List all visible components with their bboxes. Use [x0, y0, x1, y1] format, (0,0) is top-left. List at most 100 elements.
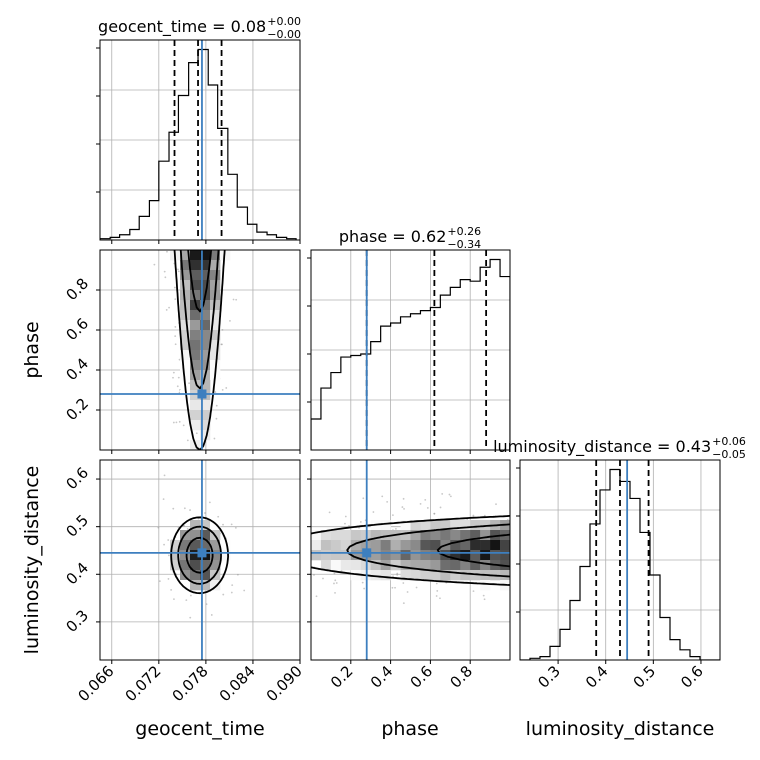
pair-panel-phase-luminosity_distance	[311, 460, 510, 660]
density-cell	[190, 400, 201, 411]
density-cell	[190, 320, 201, 331]
scatter-point	[215, 417, 218, 420]
title-sup-geocent_time: +0.00	[267, 15, 301, 28]
density-cell	[440, 520, 451, 531]
density-cell	[180, 390, 191, 401]
hist-frame-phase	[310, 249, 511, 451]
scatter-point	[361, 581, 364, 584]
density-cell	[190, 580, 201, 591]
density-cell	[480, 560, 491, 571]
density-cell	[490, 550, 501, 561]
scatter-point	[210, 614, 213, 616]
density-cell	[370, 560, 381, 571]
density-cell	[430, 520, 441, 531]
density-cell	[210, 250, 221, 261]
scatter-point	[186, 527, 189, 530]
density-cell	[190, 350, 201, 361]
density-cell	[190, 330, 201, 341]
scatter-point	[334, 579, 337, 582]
scatter-point	[153, 263, 156, 266]
title-sup-phase: +0.26	[447, 225, 481, 238]
title-main-geocent_time: geocent_time = 0.08	[98, 17, 266, 37]
hist-panel-geocent_time	[100, 40, 300, 240]
scatter-point	[396, 573, 399, 576]
scatter-point	[230, 591, 233, 594]
scatter-point	[426, 507, 429, 509]
density-cell	[190, 260, 201, 271]
density-cell	[350, 530, 362, 541]
density-cell	[190, 570, 201, 581]
density-cell	[170, 540, 181, 551]
density-cell	[180, 250, 191, 261]
scatter-point	[391, 586, 394, 589]
density-cell	[400, 540, 411, 551]
contour-1-0	[170, 516, 229, 595]
scatter-point	[162, 498, 165, 501]
density-cell	[190, 560, 201, 571]
title-geocent_time: geocent_time = 0.08 +0.00−0.00	[98, 15, 301, 41]
density-cell	[340, 530, 352, 541]
density-cell	[420, 540, 431, 551]
scatter-point	[177, 376, 180, 379]
xtick-label-geocent_time-3: 0.084	[216, 662, 259, 705]
density-cell	[330, 540, 342, 551]
xtick-label-phase-0: 0.2	[327, 662, 357, 692]
density-cell	[430, 530, 441, 541]
density-cell	[410, 550, 421, 561]
scatter-point	[173, 598, 175, 601]
density-cell	[420, 530, 431, 541]
xtick-label-phase-1: 0.4	[367, 662, 397, 692]
density-cell	[180, 330, 191, 341]
scatter-point	[372, 511, 375, 513]
contour-1-2	[185, 536, 214, 574]
scatter-point	[174, 343, 177, 346]
contour-0-0	[173, 250, 226, 450]
ytick-label-phase-2: 0.6	[62, 314, 92, 344]
scatter-point	[344, 515, 347, 518]
pair-frame-0	[99, 249, 301, 451]
scatter-point	[178, 391, 181, 394]
ytick-label-luminosity_distance-3: 0.6	[62, 464, 92, 494]
scatter-point	[163, 543, 165, 546]
hist-step-geocent_time	[100, 48, 297, 240]
density-cell	[200, 580, 211, 591]
density-cell	[180, 360, 191, 371]
density-cell	[210, 270, 221, 281]
scatter-point	[394, 586, 396, 589]
density-cell	[350, 560, 362, 571]
density-cell	[200, 570, 211, 581]
density-cell	[220, 550, 231, 561]
density-cell	[180, 320, 191, 331]
density-cell	[190, 420, 201, 431]
scatter-point	[386, 500, 389, 503]
scatter-point	[401, 506, 404, 508]
scatter-point	[472, 514, 475, 517]
density-cell	[200, 530, 211, 541]
density-cell	[210, 350, 221, 361]
xtick-label-luminosity_distance-2: 0.5	[630, 662, 660, 692]
density-cell	[430, 550, 441, 561]
density-cell	[470, 530, 481, 541]
density-cell	[480, 540, 491, 551]
density-cell	[210, 330, 221, 341]
density-cells-2	[311, 520, 510, 591]
density-cell	[340, 560, 352, 571]
scatter-point	[173, 286, 176, 289]
density-cells-0	[170, 250, 231, 450]
density-cell	[460, 550, 471, 561]
density-cell	[470, 550, 481, 561]
scatter-point	[433, 512, 436, 515]
density-cell	[180, 280, 191, 291]
scatter-point	[395, 527, 397, 530]
title-sub-phase: −0.34	[447, 238, 481, 251]
scatter-point	[472, 590, 475, 593]
scatter-point	[313, 574, 315, 576]
scatter-point	[396, 572, 399, 575]
density-cell	[410, 540, 421, 551]
density-cell	[340, 540, 352, 551]
scatter-point	[175, 421, 178, 424]
density-cell	[190, 390, 201, 401]
density-cell	[400, 570, 411, 581]
density-cell	[480, 550, 491, 561]
